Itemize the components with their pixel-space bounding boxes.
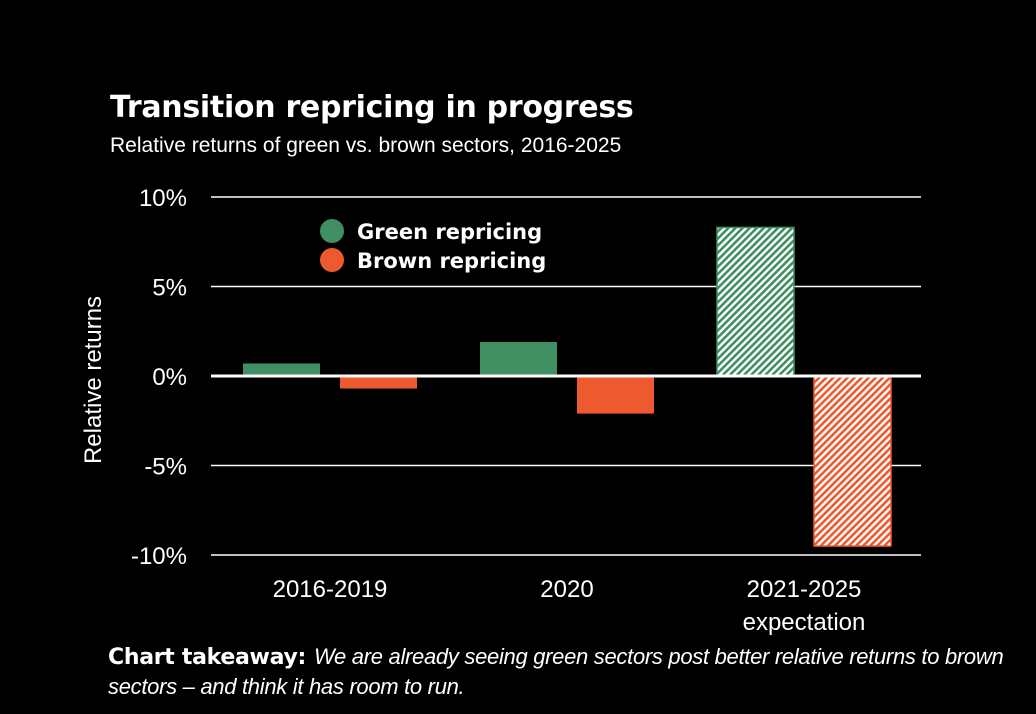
takeaway-text: We are already seeing green sectors post… — [108, 644, 1004, 699]
legend-swatch — [320, 219, 344, 243]
bar — [480, 341, 557, 376]
y-tick-label: 0% — [152, 364, 187, 391]
bar — [716, 226, 795, 377]
x-category-labels: 2016-2019 2020 2021-2025 expectation — [273, 576, 866, 636]
gridlines — [211, 196, 921, 556]
chart-takeaway: Chart takeaway: We are already seeing gre… — [108, 642, 1008, 701]
y-axis-label: Relative returns — [80, 296, 107, 464]
chart-subtitle: Relative returns of green vs. brown sect… — [110, 134, 622, 157]
bar — [577, 376, 654, 414]
x-category-label: 2021-2025 — [747, 576, 862, 603]
legend: Green repricing Brown repricing — [320, 219, 546, 273]
x-category-label: 2020 — [540, 576, 593, 603]
bar — [243, 363, 320, 376]
x-category-sublabel: expectation — [743, 609, 866, 636]
y-tick-label: 10% — [139, 185, 187, 212]
y-tick-label: -10% — [131, 543, 187, 570]
takeaway-label: Chart takeaway: — [108, 645, 306, 670]
x-category-label: 2016-2019 — [273, 576, 388, 603]
bars — [243, 226, 892, 547]
y-tick-label: -5% — [144, 454, 187, 481]
chart-title: Transition repricing in progress — [110, 90, 634, 125]
y-tick-label: 5% — [152, 275, 187, 302]
bar — [813, 375, 892, 547]
legend-label: Green repricing — [357, 220, 542, 244]
y-tick-labels: 10% 5% 0% -5% -10% — [131, 185, 187, 570]
legend-label: Brown repricing — [357, 249, 546, 273]
bar — [340, 376, 417, 389]
legend-swatch — [320, 248, 344, 272]
